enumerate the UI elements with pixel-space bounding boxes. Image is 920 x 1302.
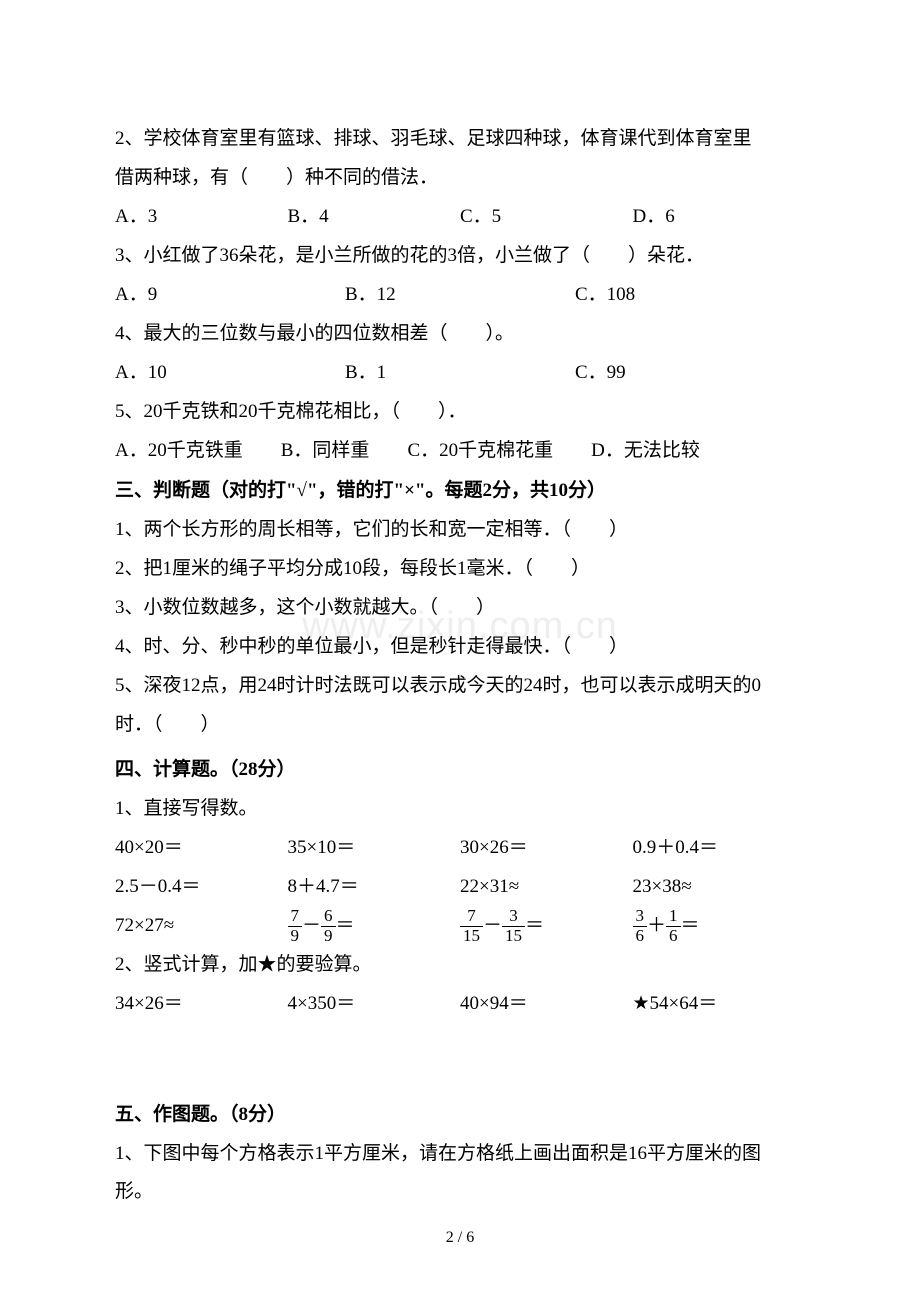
section3-header: 三、判断题（对的打"√"，错的打"×"。每题2分，共10分） bbox=[115, 472, 805, 511]
frac-op: － bbox=[483, 915, 502, 936]
frac-eq: ＝ bbox=[681, 915, 700, 936]
judge-5-line1: 5、深夜12点，用24时计时法既可以表示成今天的24时，也可以表示成明天的0 bbox=[115, 667, 805, 706]
frac-den: 15 bbox=[460, 927, 483, 946]
calc-r4c1: 34×26＝ bbox=[115, 985, 288, 1024]
q3: 3、小红做了36朵花，是小兰所做的花的3倍，小兰做了（ ）朵花． A．9 B．1… bbox=[115, 237, 805, 315]
calc-r3c1: 72×27≈ bbox=[115, 907, 288, 946]
fraction: 16 bbox=[666, 907, 681, 945]
document-body: 2、学校体育室里有篮球、排球、羽毛球、足球四种球，体育课代到体育室里 借两种球，… bbox=[115, 120, 805, 1212]
calc-p2-label: 2、竖式计算，加★的要验算。 bbox=[115, 946, 805, 985]
frac-den: 9 bbox=[288, 927, 303, 946]
q2-optB: B．4 bbox=[288, 198, 461, 237]
page-number: 2 / 6 bbox=[0, 1229, 920, 1247]
frac-den: 6 bbox=[633, 927, 648, 946]
q4: 4、最大的三位数与最小的四位数相差（ ）。 A．10 B．1 C．99 bbox=[115, 315, 805, 393]
q4-optB: B．1 bbox=[345, 354, 575, 393]
q5-options: A．20千克铁重 B．同样重 C．20千克棉花重 D．无法比较 bbox=[115, 432, 805, 471]
q3-optC: C．108 bbox=[575, 276, 805, 315]
judge-5-line2: 时．（ ） bbox=[115, 706, 805, 745]
q4-optC: C．99 bbox=[575, 354, 805, 393]
calc-r4c2: 4×350＝ bbox=[288, 985, 461, 1024]
calc-row-1: 40×20＝ 35×10＝ 30×26＝ 0.9＋0.4＝ bbox=[115, 829, 805, 868]
frac-op: － bbox=[302, 915, 321, 936]
frac-den: 6 bbox=[666, 927, 681, 946]
section4-header: 四、计算题。（28分） bbox=[115, 751, 805, 790]
calc-r2c1: 2.5－0.4＝ bbox=[115, 868, 288, 907]
calc-r1c4: 0.9＋0.4＝ bbox=[633, 829, 806, 868]
frac-eq: ＝ bbox=[336, 915, 355, 936]
q3-text: 3、小红做了36朵花，是小兰所做的花的3倍，小兰做了（ ）朵花． bbox=[115, 237, 805, 276]
q2-text-line2: 借两种球，有（ ）种不同的借法． bbox=[115, 159, 805, 198]
calc-r1c2: 35×10＝ bbox=[288, 829, 461, 868]
q5: 5、20千克铁和20千克棉花相比，（ ）． A．20千克铁重 B．同样重 C．2… bbox=[115, 393, 805, 471]
calc-r3c4: 36＋16＝ bbox=[633, 907, 806, 946]
q5-text: 5、20千克铁和20千克棉花相比，（ ）． bbox=[115, 393, 805, 432]
q5-optC: C．20千克棉花重 bbox=[407, 440, 553, 461]
q3-optA: A．9 bbox=[115, 276, 345, 315]
frac-den: 15 bbox=[502, 927, 525, 946]
calc-r1c3: 30×26＝ bbox=[460, 829, 633, 868]
spacer bbox=[115, 1024, 805, 1094]
q2-optD: D．6 bbox=[633, 198, 806, 237]
frac-num: 7 bbox=[460, 907, 483, 927]
calc-row-2: 2.5－0.4＝ 8＋4.7＝ 22×31≈ 23×38≈ bbox=[115, 868, 805, 907]
frac-num: 1 bbox=[666, 907, 681, 927]
q2-optC: C．5 bbox=[460, 198, 633, 237]
calc-p1-label: 1、直接写得数。 bbox=[115, 790, 805, 829]
frac-num: 3 bbox=[502, 907, 525, 927]
calc-r4c3: 40×94＝ bbox=[460, 985, 633, 1024]
q2-optA: A．3 bbox=[115, 198, 288, 237]
q3-optB: B．12 bbox=[345, 276, 575, 315]
fraction: 79 bbox=[288, 907, 303, 945]
frac-op: ＋ bbox=[647, 915, 666, 936]
q5-optA: A．20千克铁重 bbox=[115, 440, 243, 461]
q4-optA: A．10 bbox=[115, 354, 345, 393]
calc-r4c4: ★54×64＝ bbox=[633, 985, 806, 1024]
s5-q1-line1: 1、下图中每个方格表示1平方厘米，请在方格纸上画出面积是16平方厘米的图 bbox=[115, 1135, 805, 1174]
section5-header: 五、作图题。（8分） bbox=[115, 1096, 805, 1135]
judge-1: 1、两个长方形的周长相等，它们的长和宽一定相等．（ ） bbox=[115, 511, 805, 550]
calc-r2c4: 23×38≈ bbox=[633, 868, 806, 907]
q2-text-line1: 2、学校体育室里有篮球、排球、羽毛球、足球四种球，体育课代到体育室里 bbox=[115, 120, 805, 159]
judge-3: 3、小数位数越多，这个小数就越大。（ ） bbox=[115, 589, 805, 628]
judge-2: 2、把1厘米的绳子平均分成10段，每段长1毫米．（ ） bbox=[115, 550, 805, 589]
frac-num: 6 bbox=[321, 907, 336, 927]
calc-row-4: 34×26＝ 4×350＝ 40×94＝ ★54×64＝ bbox=[115, 985, 805, 1024]
fraction: 36 bbox=[633, 907, 648, 945]
q5-optB: B．同样重 bbox=[281, 440, 370, 461]
s5-q1-line2: 形。 bbox=[115, 1173, 805, 1212]
q2-options: A．3 B．4 C．5 D．6 bbox=[115, 198, 805, 237]
fraction: 69 bbox=[321, 907, 336, 945]
q3-options: A．9 B．12 C．108 bbox=[115, 276, 805, 315]
q4-text: 4、最大的三位数与最小的四位数相差（ ）。 bbox=[115, 315, 805, 354]
frac-eq: ＝ bbox=[525, 915, 544, 936]
judge-4: 4、时、分、秒中秒的单位最小，但是秒针走得最快．（ ） bbox=[115, 628, 805, 667]
frac-num: 3 bbox=[633, 907, 648, 927]
calc-row-3: 72×27≈ 79－69＝ 715－315＝ 36＋16＝ bbox=[115, 907, 805, 946]
frac-den: 9 bbox=[321, 927, 336, 946]
q4-options: A．10 B．1 C．99 bbox=[115, 354, 805, 393]
q5-optD: D．无法比较 bbox=[591, 440, 700, 461]
frac-num: 7 bbox=[288, 907, 303, 927]
fraction: 715 bbox=[460, 907, 483, 945]
calc-r2c3: 22×31≈ bbox=[460, 868, 633, 907]
q2: 2、学校体育室里有篮球、排球、羽毛球、足球四种球，体育课代到体育室里 借两种球，… bbox=[115, 120, 805, 237]
fraction: 315 bbox=[502, 907, 525, 945]
calc-r3c2: 79－69＝ bbox=[288, 907, 461, 946]
calc-r2c2: 8＋4.7＝ bbox=[288, 868, 461, 907]
calc-r1c1: 40×20＝ bbox=[115, 829, 288, 868]
calc-r3c3: 715－315＝ bbox=[460, 907, 633, 946]
